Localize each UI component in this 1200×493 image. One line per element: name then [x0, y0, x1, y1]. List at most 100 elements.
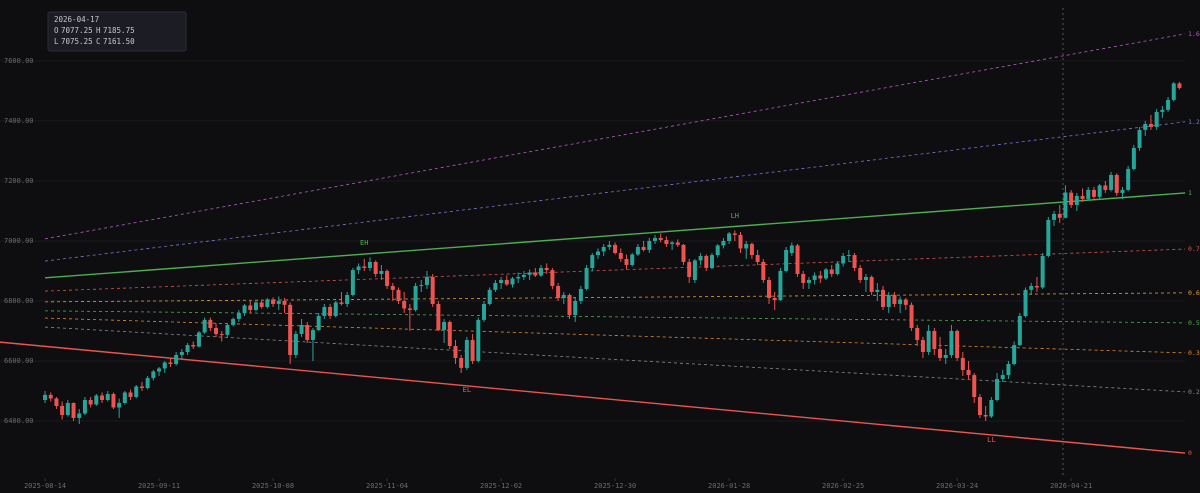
candle-body [966, 369, 971, 376]
candle-body [379, 270, 384, 274]
readout-date: 2026-04-17 [54, 15, 99, 24]
candle-body [43, 394, 48, 400]
candle-body [749, 243, 754, 256]
candle-body [607, 244, 612, 247]
candle-body [738, 234, 743, 249]
candle-body [829, 269, 834, 274]
candle-body [145, 378, 150, 388]
readout: 2026-04-17 O 7077.25 H 7185.75 L 7075.25 C 7161… [47, 11, 187, 52]
candle-body [367, 261, 372, 268]
candle-body [590, 255, 595, 268]
candle-body [635, 246, 640, 255]
candle-body [487, 289, 492, 304]
candle-body [271, 299, 276, 304]
candle-body [54, 398, 59, 406]
candle-body [613, 244, 618, 253]
candle-body [898, 299, 903, 304]
candle-body [430, 276, 435, 304]
candle-body [1069, 192, 1074, 205]
candle-body [504, 279, 509, 285]
x-tick-label: 2026-03-24 [936, 482, 978, 490]
level-line [45, 326, 1186, 393]
candle-body [573, 300, 578, 316]
candle-body [168, 362, 173, 364]
level-label: 0.7 [1188, 245, 1200, 253]
x-tick-label: 2026-02-25 [822, 482, 864, 490]
candle-body [1160, 109, 1165, 112]
candle-body [886, 294, 891, 307]
candle-body [527, 272, 532, 275]
pivot-label: LH [731, 212, 739, 220]
candle-body [909, 304, 914, 328]
candle-body [328, 306, 333, 316]
candle-body [578, 288, 583, 301]
candle-body [977, 396, 982, 415]
candle-body [835, 263, 840, 274]
candle-body [584, 267, 589, 289]
candle-body [299, 324, 304, 334]
candle-body [812, 275, 817, 280]
candle-body [464, 339, 469, 368]
candle-body [1086, 189, 1091, 199]
candle-body [117, 402, 122, 408]
candle-body [134, 386, 139, 397]
candle-body [305, 324, 310, 340]
candle-body [225, 324, 230, 335]
level-line [45, 310, 1186, 324]
candle-body [1080, 195, 1085, 199]
candle-body [664, 240, 669, 244]
candle-body [214, 327, 219, 334]
level-line [44, 33, 1186, 240]
candle-body [516, 276, 521, 279]
candle-body [960, 357, 965, 370]
candle-body [1154, 111, 1159, 127]
candle-body [1166, 99, 1171, 110]
level-label: 0 [1188, 449, 1192, 457]
level-line [45, 248, 1186, 292]
candle-body [1006, 363, 1011, 376]
level-label: 1.6 [1188, 30, 1200, 38]
pivot-label: EL [463, 386, 471, 394]
candle-body [481, 303, 486, 320]
candle-body [48, 394, 53, 399]
candle-body [1074, 195, 1079, 205]
candle-body [881, 289, 886, 307]
candle-body [265, 299, 270, 307]
candle-body [293, 333, 298, 355]
candle-body [1029, 285, 1034, 290]
candle-body [1137, 129, 1142, 148]
candle-body [687, 261, 692, 277]
readout-key: O [54, 26, 59, 35]
x-tick-label: 2025-12-30 [594, 482, 636, 490]
candle-body [476, 319, 481, 361]
candle-body [385, 270, 390, 286]
level-line [45, 292, 1186, 303]
candle-body [424, 276, 429, 286]
candle-body [1012, 345, 1017, 364]
level-lines [0, 33, 1186, 454]
candle-body [692, 260, 697, 280]
candle-body [567, 294, 572, 316]
candle-body [949, 330, 954, 355]
candle-body [1114, 174, 1119, 193]
x-tick-label: 2025-09-11 [138, 482, 180, 490]
candle-body [350, 270, 355, 295]
candle-body [413, 285, 418, 310]
readout-key: L [54, 37, 59, 46]
candle-body [1034, 285, 1039, 288]
candle-body [77, 413, 82, 418]
candle-body [162, 362, 167, 369]
candle-body [470, 339, 475, 361]
candle-body [1046, 219, 1051, 256]
candle-body [1177, 83, 1182, 88]
candle-body [1120, 189, 1125, 193]
candle-body [1109, 174, 1114, 190]
candle-body [846, 255, 851, 257]
candle-body [778, 270, 783, 301]
candle-body [1000, 375, 1005, 379]
candle-body [442, 321, 447, 331]
candle-body [1097, 185, 1102, 197]
candle-body [727, 233, 732, 241]
candle-body [105, 393, 110, 400]
